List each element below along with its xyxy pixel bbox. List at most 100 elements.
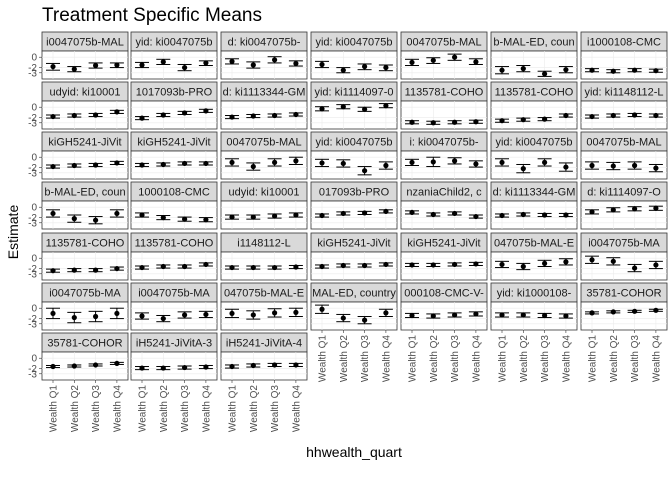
- data-point: [203, 364, 209, 370]
- facet-strip-label: 047075b-MAL-E: [224, 288, 304, 300]
- data-point: [409, 209, 415, 216]
- data-point: [430, 57, 436, 63]
- data-point: [610, 258, 616, 264]
- data-point: [632, 67, 638, 73]
- facet-strip-label: 35781-COHOR: [47, 338, 122, 350]
- y-tick-label: -3: [28, 369, 37, 380]
- data-point: [653, 262, 659, 268]
- data-point: [589, 209, 595, 215]
- facet-strip-label: 047075b-MAL-E: [494, 238, 574, 250]
- data-point: [50, 63, 56, 70]
- x-tick-label: Wealth Q3: [630, 335, 641, 382]
- data-point: [50, 113, 56, 120]
- x-tick-label: Wealth Q3: [450, 335, 461, 382]
- x-tick-label: Wealth Q1: [49, 385, 60, 432]
- x-tick-label: Wealth Q3: [540, 335, 551, 382]
- facet-panel: kiGH5241-JiVit: [310, 232, 398, 281]
- data-point: [409, 262, 415, 268]
- x-tick-label: Wealth Q4: [381, 335, 392, 382]
- data-point: [114, 160, 120, 166]
- facet-strip-label: yid: ki1000108-: [497, 288, 572, 300]
- data-point: [653, 68, 659, 74]
- data-point: [589, 162, 595, 169]
- data-point: [520, 263, 526, 270]
- data-point: [542, 71, 548, 77]
- facet-panel: 1017093b-PRO: [130, 81, 218, 130]
- data-point: [250, 214, 256, 220]
- data-point: [473, 261, 479, 267]
- x-tick-label: Wealth Q1: [588, 335, 599, 382]
- facet-strip-label: 35781-COHOR: [586, 288, 661, 300]
- data-point: [203, 60, 209, 66]
- data-point: [362, 317, 368, 323]
- data-point: [93, 217, 99, 223]
- facet-panel: 047075b-MAL-E: [220, 282, 308, 331]
- data-point: [362, 262, 368, 269]
- data-point: [182, 364, 188, 371]
- facet-plot-area: [220, 351, 308, 381]
- data-point: [409, 159, 415, 166]
- data-point: [589, 257, 595, 263]
- x-tick-label: Wealth Q3: [91, 385, 102, 432]
- facet-strip-label: i: ki0047075b-: [409, 137, 478, 149]
- facet-panel: i1000108-CMC: [580, 31, 668, 80]
- facet-plot-area: [580, 200, 668, 230]
- facet-plot-area: [310, 200, 398, 230]
- y-tick-label: 0: [31, 304, 37, 315]
- facet-panel: 1000108-CMC: [130, 181, 218, 230]
- data-point: [71, 363, 77, 369]
- data-point: [160, 365, 166, 371]
- facet-panel: 0047075b-MAL: [220, 131, 308, 180]
- facet-strip-label: kiGH5241-JiVit: [407, 238, 480, 250]
- y-axis-title: Estimate: [5, 205, 21, 260]
- data-point: [362, 106, 368, 112]
- data-point: [563, 67, 569, 73]
- y-tick-label: -2: [28, 163, 37, 174]
- facet-plot-area: [130, 50, 218, 80]
- facet-plot-area: [310, 50, 398, 80]
- facet-panel: 0047075b-MAL: [400, 31, 488, 80]
- data-point: [452, 158, 458, 164]
- facet-plot-area: [130, 100, 218, 130]
- data-point: [383, 103, 389, 109]
- data-point: [542, 212, 548, 218]
- y-tick-label: -2: [28, 213, 37, 224]
- data-point: [203, 160, 209, 167]
- facet-strip-label: MAL-ED, country: [312, 288, 396, 300]
- facet-strip-label: b-MAL-ED, coun: [44, 187, 125, 199]
- facet-strip-label: 017093b-PRO: [319, 187, 390, 199]
- data-point: [182, 216, 188, 222]
- facet-plot-area: [490, 301, 578, 331]
- x-tick-label: Wealth Q3: [180, 385, 191, 432]
- data-point: [139, 365, 145, 371]
- x-tick-label: Wealth Q2: [519, 335, 530, 382]
- facet-plot-area: [310, 301, 398, 331]
- facet-strip-label: 1017093b-PRO: [136, 87, 213, 99]
- data-point: [293, 212, 299, 218]
- facet-panel: yid: ki1000108- Wealth Q1 Wealth Q2 Wealth …: [490, 282, 578, 382]
- facet-plot-area: [400, 50, 488, 80]
- y-tick-label: 0: [31, 153, 37, 164]
- data-point: [610, 163, 616, 169]
- data-point: [452, 119, 458, 125]
- data-point: [473, 119, 479, 125]
- data-point: [250, 62, 256, 68]
- y-tick-label: 0: [31, 254, 37, 265]
- facet-strip-label: udyid: ki10001: [50, 87, 121, 99]
- facet-panel: iH5241-JiVitA-4 Wealth Q1 Wealth Q2 Wealth …: [220, 332, 308, 432]
- facet-plot-area: [400, 100, 488, 130]
- x-tick-label: Wealth Q1: [498, 335, 509, 382]
- data-point: [250, 264, 256, 271]
- data-point: [409, 312, 415, 319]
- y-tick-label: -3: [28, 218, 37, 229]
- x-tick-label: Wealth Q2: [609, 335, 620, 382]
- data-point: [319, 306, 325, 312]
- x-tick-label: Wealth Q3: [360, 335, 371, 382]
- data-point: [203, 108, 209, 114]
- data-point: [229, 58, 235, 64]
- data-point: [229, 310, 235, 317]
- data-point: [293, 158, 299, 164]
- data-point: [229, 264, 235, 271]
- facet-plot-area: [130, 301, 218, 331]
